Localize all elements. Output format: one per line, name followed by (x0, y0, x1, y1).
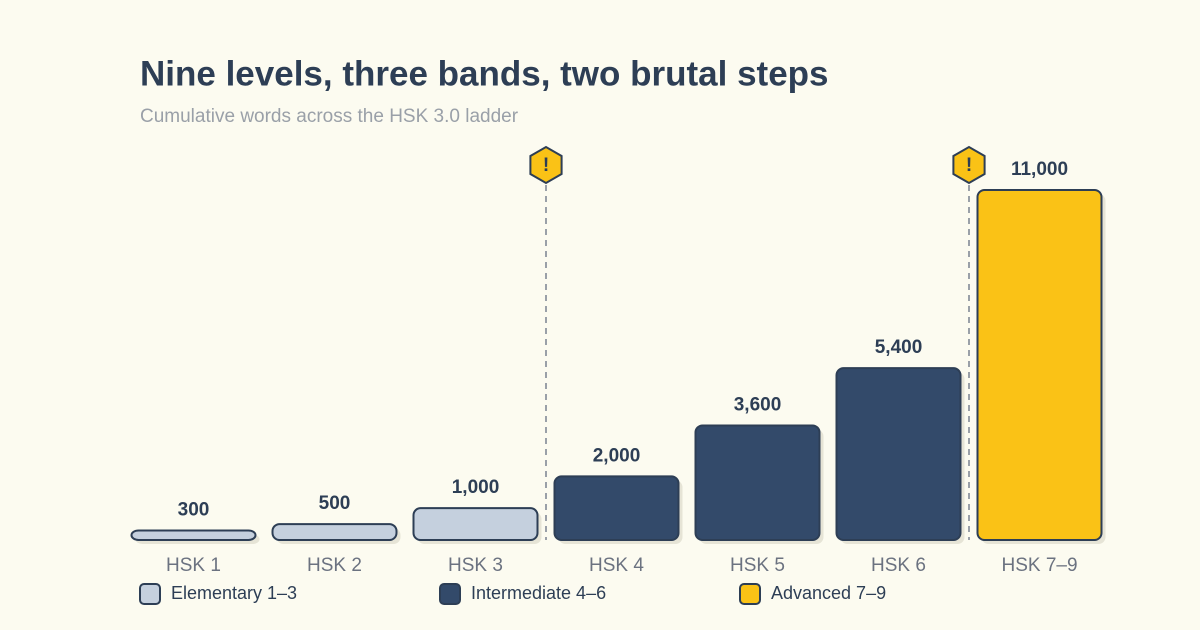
legend-label: Intermediate 4–6 (471, 583, 606, 603)
warning-text: ! (966, 155, 972, 176)
legend-swatch (739, 583, 761, 605)
bar (553, 475, 680, 542)
value-label: 500 (319, 493, 351, 514)
x-tick-label: HSK 3 (448, 555, 503, 576)
chart-subtitle: Cumulative words across the HSK 3.0 ladd… (140, 106, 519, 127)
value-label: 3,600 (734, 394, 782, 415)
bar (412, 507, 539, 542)
value-label: 2,000 (593, 445, 641, 466)
bar (694, 424, 821, 542)
bar (976, 189, 1103, 541)
warning-badge (529, 145, 563, 185)
x-tick-label: HSK 5 (730, 555, 785, 576)
value-label: 5,400 (875, 337, 923, 358)
legend-swatch (439, 583, 461, 605)
value-label: 11,000 (1011, 159, 1068, 180)
bar (271, 523, 398, 541)
warning-badge (952, 145, 986, 185)
legend-label: Elementary 1–3 (171, 583, 297, 603)
x-tick-label: HSK 1 (166, 555, 221, 576)
value-label: 1,000 (452, 477, 500, 498)
warning-text: ! (543, 155, 549, 176)
x-tick-label: HSK 6 (871, 555, 926, 576)
bar (130, 529, 257, 541)
bar (835, 367, 962, 541)
legend-swatch (139, 583, 161, 605)
chart-title: Nine levels, three bands, two brutal ste… (140, 54, 829, 93)
x-tick-label: HSK 2 (307, 555, 362, 576)
x-tick-label: HSK 7–9 (1001, 555, 1077, 576)
legend-label: Advanced 7–9 (771, 583, 886, 603)
x-tick-label: HSK 4 (589, 555, 644, 576)
value-label: 300 (178, 499, 210, 520)
